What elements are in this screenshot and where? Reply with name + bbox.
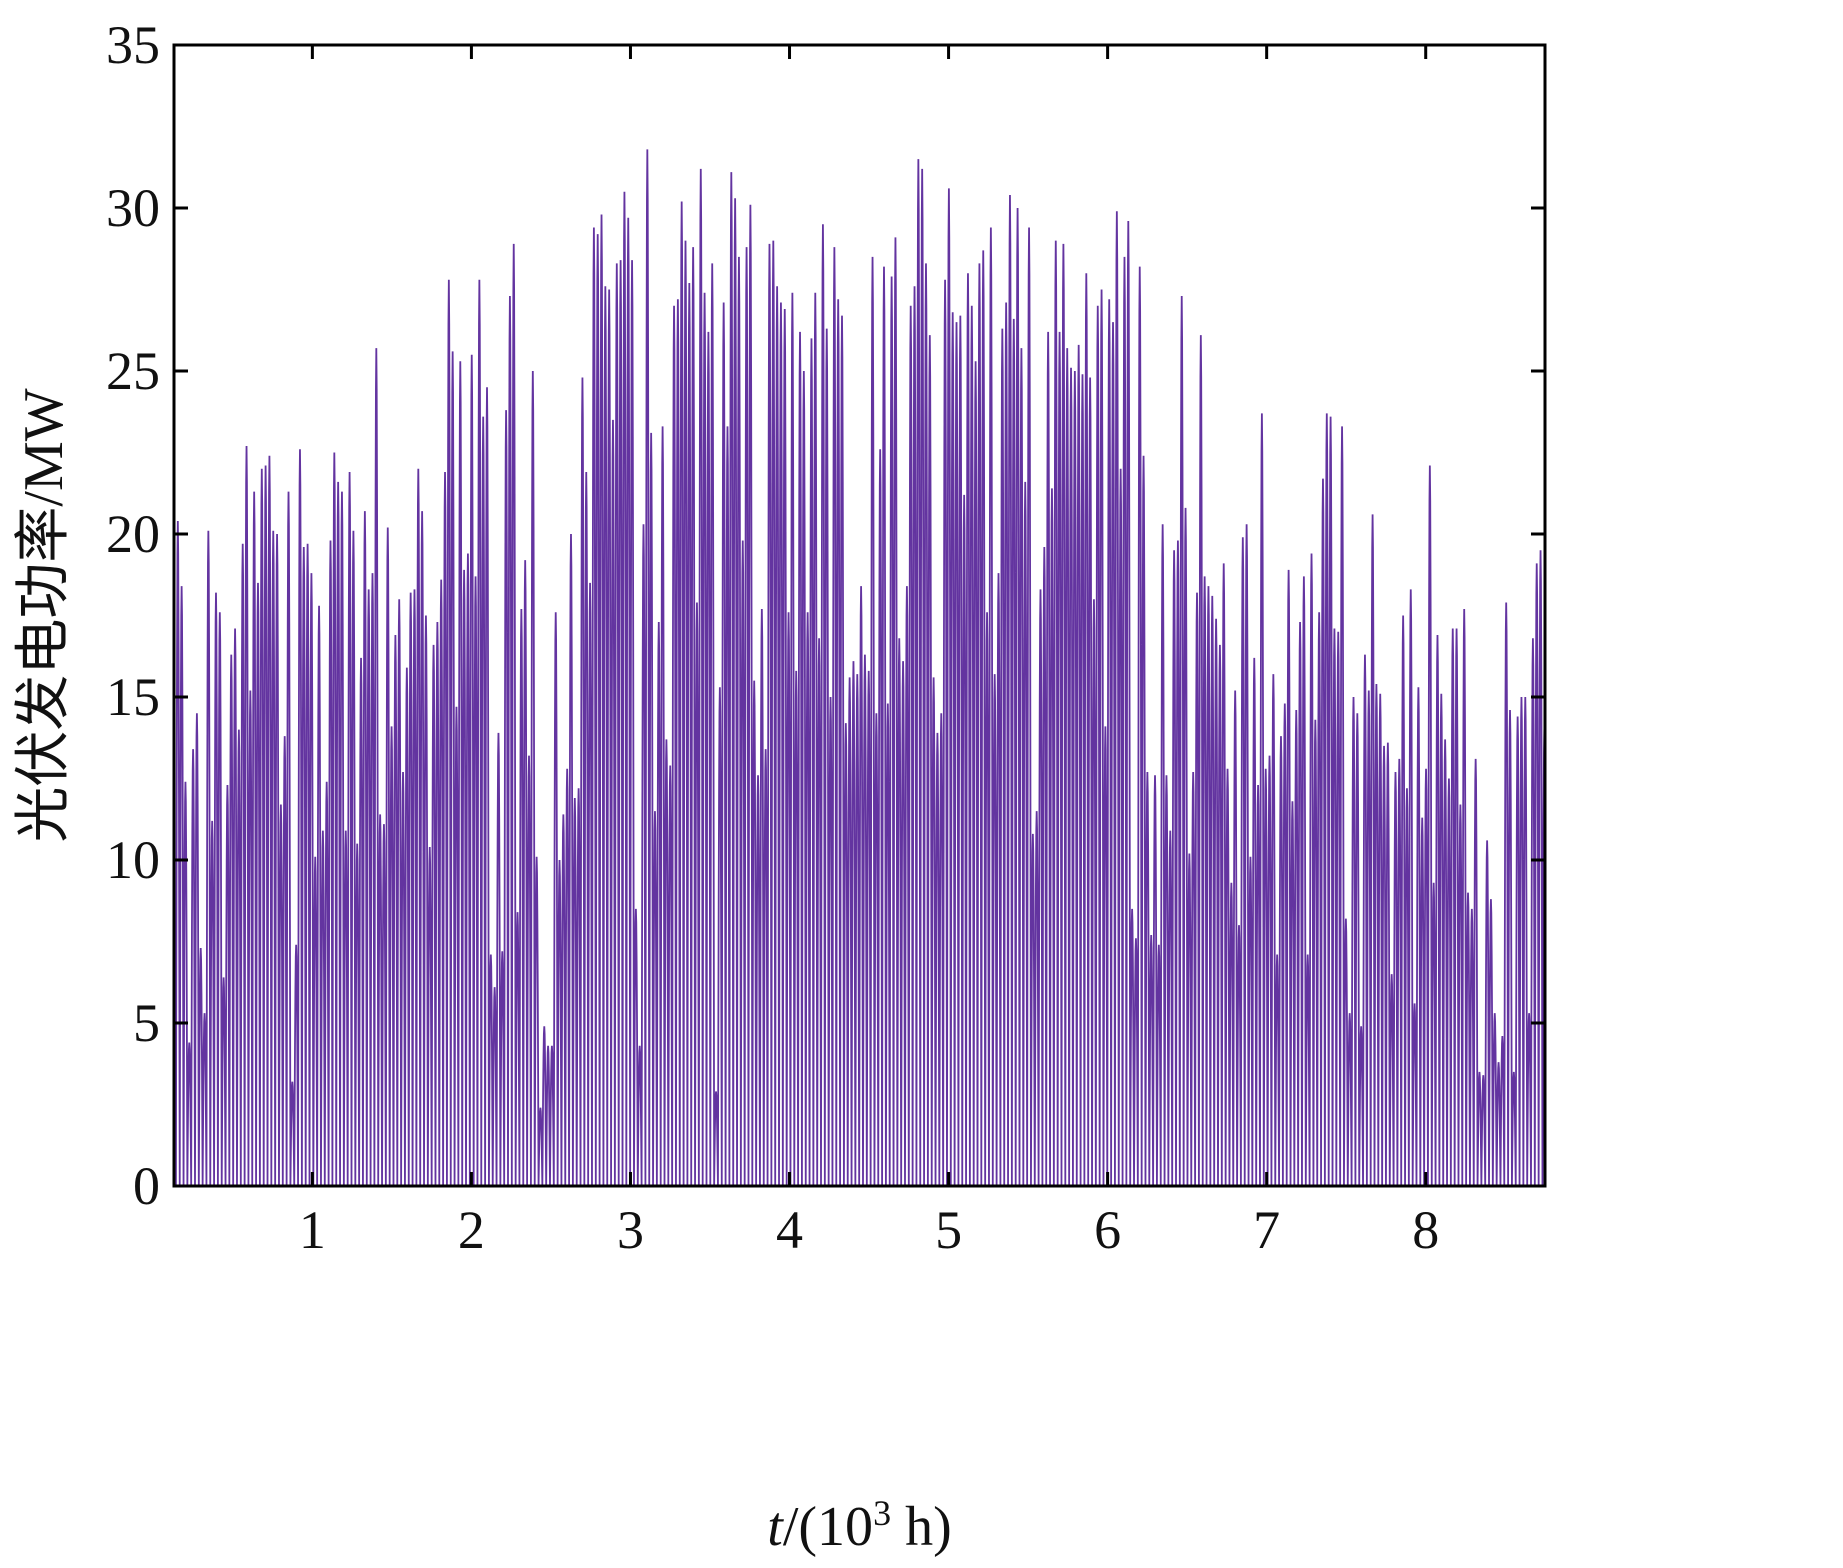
y-tick-label: 35 <box>106 15 160 75</box>
y-axis-title: 光伏发电功率/MW <box>11 388 76 842</box>
x-tick-label: 4 <box>776 1200 803 1260</box>
y-tick-label: 5 <box>133 993 160 1053</box>
y-axis-title-unit: /MW <box>13 388 75 506</box>
x-tick-label: 5 <box>935 1200 962 1260</box>
x-axis-title-var: t <box>767 1496 784 1558</box>
y-tick-label: 10 <box>106 830 160 890</box>
x-axis-title-prefix: /(10 <box>783 1496 873 1558</box>
y-tick-label: 25 <box>106 341 160 401</box>
y-tick-label: 15 <box>106 667 160 727</box>
x-tick-label: 2 <box>458 1200 485 1260</box>
x-tick-label: 7 <box>1253 1200 1280 1260</box>
x-axis-title-suffix: h) <box>891 1496 952 1558</box>
x-tick-label: 3 <box>617 1200 644 1260</box>
plot-frame <box>172 43 1547 1188</box>
plot-area <box>174 149 1545 1186</box>
y-tick-label: 30 <box>106 178 160 238</box>
x-tick-label: 1 <box>299 1200 326 1260</box>
x-axis-ticks: 1 2 3 4 5 6 7 8 <box>299 45 1439 1260</box>
y-axis-title-quantity: 光伏发电功率 <box>11 507 76 843</box>
x-tick-label: 8 <box>1412 1200 1439 1260</box>
y-tick-label: 0 <box>133 1156 160 1216</box>
y-axis-ticks: 0 5 10 15 20 25 30 35 <box>106 15 1545 1216</box>
y-tick-label: 20 <box>106 504 160 564</box>
x-axis-title-exponent: 3 <box>873 1493 891 1533</box>
pv-power-series <box>174 149 1545 1186</box>
x-tick-label: 6 <box>1094 1200 1121 1260</box>
x-axis-title: t/(103 h) <box>767 1493 951 1558</box>
